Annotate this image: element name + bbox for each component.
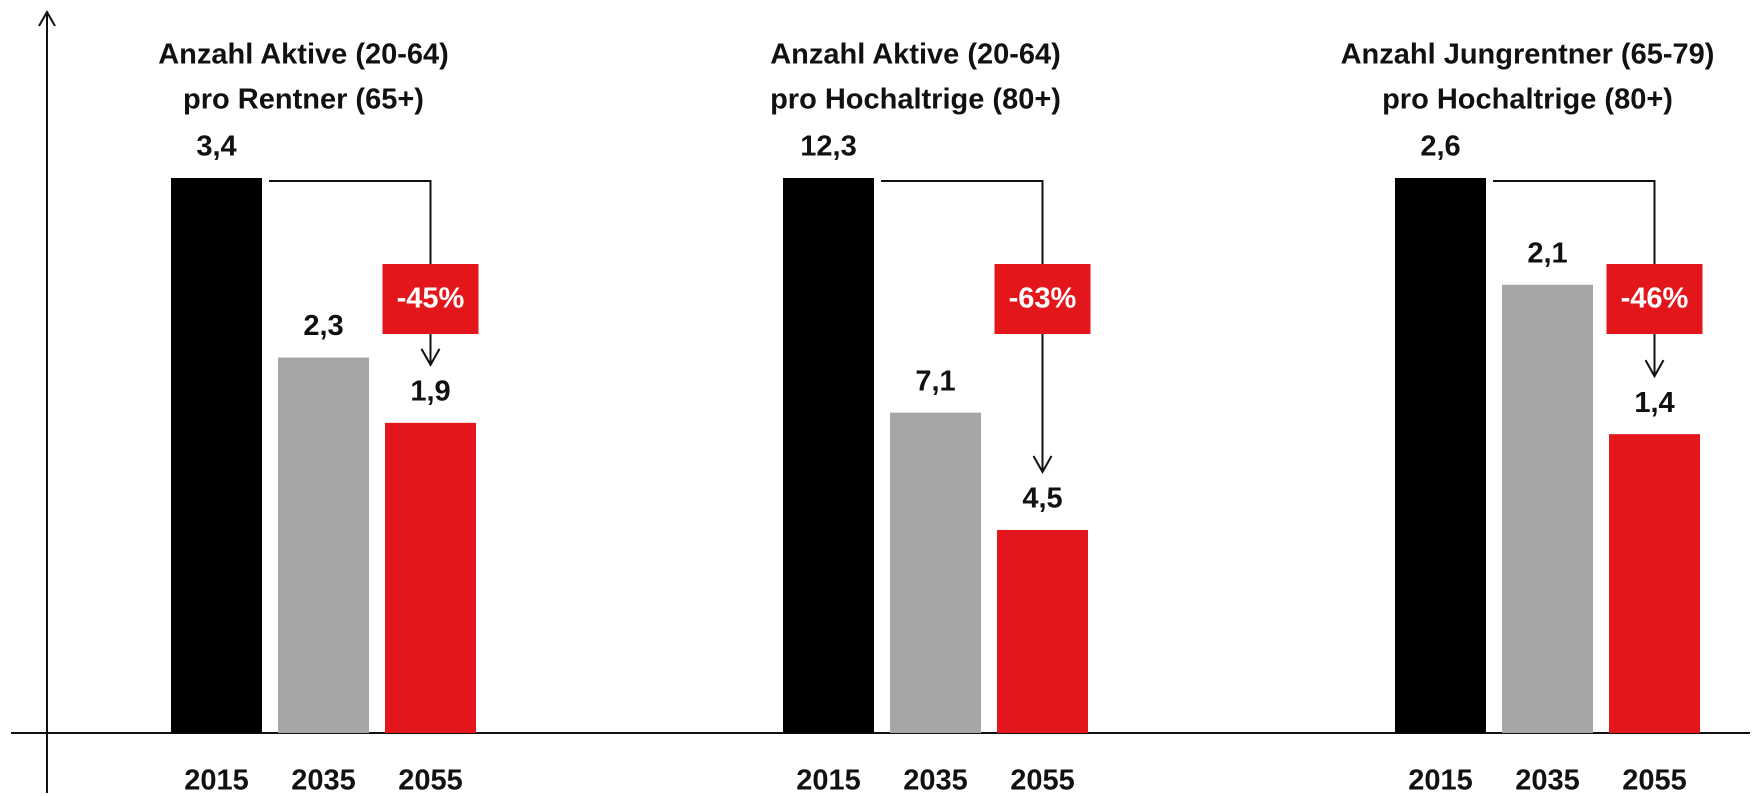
bar [1395,178,1486,733]
arrow-head [420,348,441,367]
value-label: 7,1 [915,365,955,397]
x-tick-label: 2055 [1010,765,1075,796]
x-tick-label: 2055 [1622,765,1687,796]
value-label: 2,6 [1420,131,1460,163]
chart-title: Anzahl Aktive (20-64) [770,39,1061,71]
x-tick-label: 2035 [1515,765,1580,796]
chart-title: Anzahl Jungrentner (65-79) [1341,39,1715,71]
arrow-head [1644,359,1665,379]
annotation: -63% [1009,283,1077,315]
value-label: 2,1 [1527,237,1567,269]
value-label: 1,4 [1634,387,1674,419]
annotation-box [994,264,1091,334]
annotation-box [1606,264,1703,334]
value-label: 12,3 [800,131,856,163]
x-tick-label: 2055 [398,765,463,796]
x-tick-label: 2015 [796,765,861,796]
annotation-box [382,264,479,334]
value-label: 1,9 [410,376,450,408]
value-label: 2,3 [303,310,343,342]
value-label: 3,4 [196,131,236,163]
chart-title: pro Hochaltrige (80+) [770,84,1061,116]
annotation: -46% [1621,283,1689,315]
bar [385,422,476,733]
bar [171,178,262,733]
chart-title: Anzahl Aktive (20-64) [158,39,449,71]
annotation: -45% [397,283,465,315]
value-label: 4,5 [1022,483,1062,515]
bar [997,529,1088,733]
x-tick-label: 2015 [184,765,249,796]
axis-arrow [38,9,56,27]
bar [1502,284,1593,733]
bar [783,178,874,733]
arrow-head [1032,455,1053,474]
bar [278,357,369,733]
x-tick-label: 2035 [903,765,968,796]
bar [1609,434,1700,733]
bar [890,412,981,733]
chart-title: pro Hochaltrige (80+) [1382,84,1673,116]
x-tick-label: 2015 [1408,765,1473,796]
chart-title: pro Rentner (65+) [183,84,424,116]
x-tick-label: 2035 [291,765,356,796]
change-arrow [881,180,1044,472]
